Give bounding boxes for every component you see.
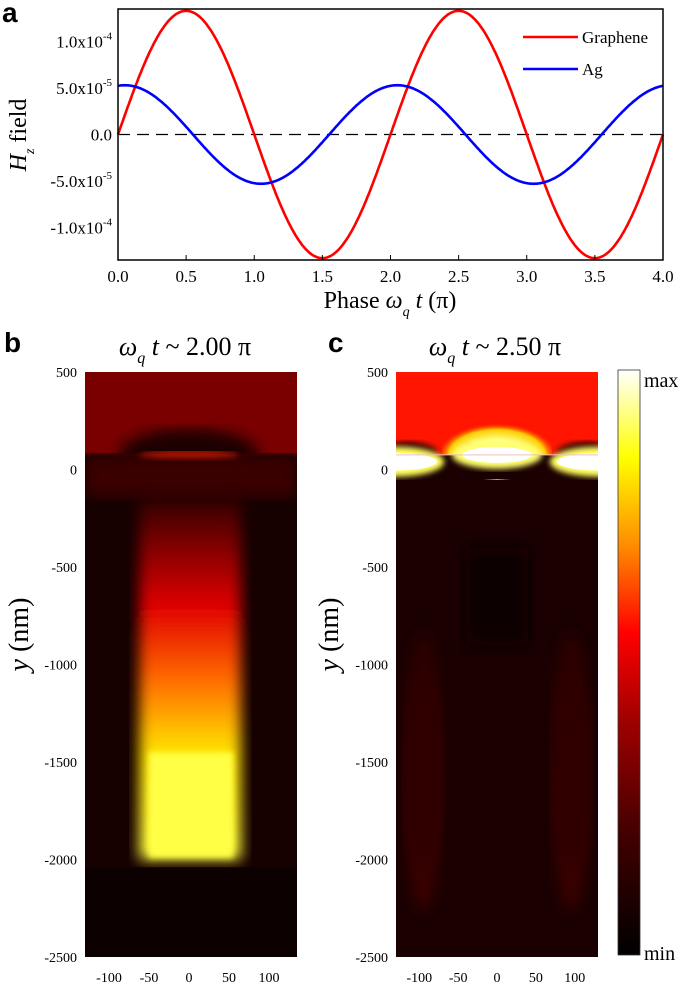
colorbar-max-label: max	[644, 370, 678, 392]
interface-line	[396, 454, 598, 456]
x-axis-label: Phase ωq t (π)	[324, 288, 457, 320]
x-tick-label: 2.0	[380, 267, 401, 286]
legend-label-ag: Ag	[582, 60, 603, 79]
x-tick-label: 0	[186, 971, 193, 986]
core-hotspot	[149, 752, 233, 858]
y-tick-label: 0.0	[91, 126, 112, 145]
y-tick-label: 500	[56, 366, 77, 381]
y-tick-label: 1.0x10-4	[56, 31, 112, 52]
side-lobe-right	[552, 632, 589, 873]
y-tick-label: -1500	[44, 756, 77, 771]
x-tick-label: -100	[96, 971, 122, 986]
y-axis-label: y (nm)	[314, 598, 345, 675]
series-line-graphene	[116, 9, 665, 260]
panel-title: ωq t ~ 2.00 π	[119, 332, 251, 367]
heatmap-panel-c: c ωq t ~ 2.50 π5000-500-1000-1500-2000-25…	[314, 327, 678, 986]
x-tick-label: 4.0	[652, 267, 673, 286]
heatmap-panel-b: b ωq t ~ 2.00 π5000-500-1000-1500-2000-25…	[4, 327, 297, 986]
series-line-ag	[117, 83, 664, 186]
y-tick-label: -500	[51, 561, 77, 576]
colorbar	[617, 369, 641, 956]
panel-label-c: c	[328, 327, 344, 358]
edge-hotspot-right-core	[556, 452, 598, 471]
panel-label-b: b	[4, 327, 21, 358]
y-axis-label: Hz field	[6, 99, 38, 173]
y-tick-label: -1000	[44, 659, 77, 674]
x-tick-label: 3.5	[584, 267, 605, 286]
x-tick-label: 2.5	[448, 267, 469, 286]
x-tick-label: 100	[564, 971, 585, 986]
edge-hotspot-left-core	[396, 452, 438, 471]
panel-label-a: a	[2, 0, 18, 28]
y-tick-label: -500	[362, 561, 388, 576]
x-tick-label: 100	[259, 971, 280, 986]
x-tick-label: 50	[529, 971, 543, 986]
x-tick-label: 0.5	[176, 267, 197, 286]
y-tick-label: -1.0x10-4	[50, 216, 112, 237]
y-tick-label: 0	[70, 464, 77, 479]
y-tick-label: 0	[381, 464, 388, 479]
x-tick-label: 0	[494, 971, 501, 986]
y-axis-label: y (nm)	[4, 598, 35, 675]
lower-region	[85, 867, 297, 957]
x-tick-label: 3.0	[516, 267, 537, 286]
dark-core	[465, 547, 529, 645]
x-tick-label: -50	[140, 971, 159, 986]
y-tick-label: 500	[367, 366, 388, 381]
legend-label-graphene: Graphene	[582, 28, 648, 47]
y-tick-label: -2000	[44, 854, 77, 869]
heatmap-field-c	[396, 372, 598, 957]
y-tick-label: 5.0x10-5	[56, 77, 112, 98]
x-tick-label: -100	[406, 971, 432, 986]
x-tick-label: 0.0	[107, 267, 128, 286]
y-tick-label: -2500	[44, 951, 77, 966]
panel-title: ωq t ~ 2.50 π	[429, 332, 561, 367]
colorbar-min-label: min	[644, 943, 675, 965]
y-tick-label: -1000	[355, 659, 388, 674]
x-tick-label: 50	[222, 971, 236, 986]
y-tick-label: -1500	[355, 756, 388, 771]
x-tick-label: -50	[449, 971, 468, 986]
interface-glow	[85, 456, 297, 497]
x-tick-label: 1.5	[312, 267, 333, 286]
y-tick-label: -5.0x10-5	[50, 170, 112, 191]
y-tick-label: -2500	[355, 951, 388, 966]
side-lobe-left	[405, 632, 442, 873]
y-tick-label: -2000	[355, 854, 388, 869]
heatmap-field-b	[85, 372, 297, 957]
line-chart-panel-a: a 0.0 0.5 1.0 1.5 2.0 2.5 3.0 3.5 4.0 1.0x10-4 5.0x…	[2, 0, 674, 320]
x-tick-label: 1.0	[244, 267, 265, 286]
